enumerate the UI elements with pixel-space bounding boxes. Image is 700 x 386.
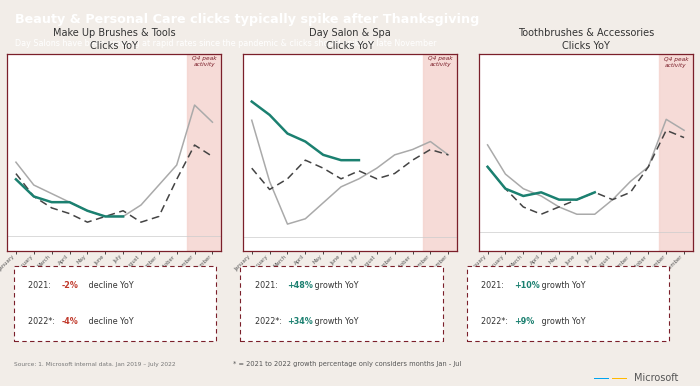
Text: growth YoY: growth YoY bbox=[539, 281, 585, 290]
Text: decline YoY: decline YoY bbox=[86, 317, 134, 326]
Legend: 2020, 2021, 2022: 2020, 2021, 2022 bbox=[304, 321, 395, 330]
Text: +10%: +10% bbox=[514, 281, 540, 290]
FancyBboxPatch shape bbox=[467, 266, 669, 340]
Text: 2021:: 2021: bbox=[255, 281, 280, 290]
Title: Day Salon & Spa
Clicks YoY: Day Salon & Spa Clicks YoY bbox=[309, 28, 391, 51]
Text: 2022*:: 2022*: bbox=[255, 317, 284, 326]
FancyBboxPatch shape bbox=[14, 266, 216, 340]
Text: 2022*:: 2022*: bbox=[481, 317, 510, 326]
FancyBboxPatch shape bbox=[240, 266, 442, 340]
Text: decline YoY: decline YoY bbox=[86, 281, 134, 290]
Text: 2021:: 2021: bbox=[481, 281, 506, 290]
Text: 2022*:: 2022*: bbox=[28, 317, 58, 326]
Text: Source: 1. Microsoft internal data. Jan 2019 – July 2022: Source: 1. Microsoft internal data. Jan … bbox=[14, 362, 176, 367]
Text: Day Salons have been growing at rapid rates since the pandemic & clicks should s: Day Salons have been growing at rapid ra… bbox=[15, 39, 437, 48]
Text: -4%: -4% bbox=[61, 317, 78, 326]
Bar bbox=[424, 54, 457, 251]
Text: +9%: +9% bbox=[514, 317, 534, 326]
Title: Make Up Brushes & Tools
Clicks YoY: Make Up Brushes & Tools Clicks YoY bbox=[53, 28, 176, 51]
Text: growth YoY: growth YoY bbox=[312, 317, 359, 326]
Text: Q4 peak
activity: Q4 peak activity bbox=[664, 57, 688, 68]
Text: Q4 peak
activity: Q4 peak activity bbox=[192, 56, 217, 67]
Legend: 2020, 2021, 2022: 2020, 2021, 2022 bbox=[540, 321, 631, 330]
Text: -2%: -2% bbox=[61, 281, 78, 290]
Text: * = 2021 to 2022 growth percentage only considers months Jan - Jul: * = 2021 to 2022 growth percentage only … bbox=[233, 361, 461, 367]
Text: growth YoY: growth YoY bbox=[539, 317, 585, 326]
Text: growth YoY: growth YoY bbox=[312, 281, 359, 290]
Text: Q4 peak
activity: Q4 peak activity bbox=[428, 56, 452, 67]
Text: Beauty & Personal Care clicks typically spike after Thanksgiving: Beauty & Personal Care clicks typically … bbox=[15, 13, 480, 26]
Text: +34%: +34% bbox=[288, 317, 314, 326]
Title: Toothbrushes & Accessories
Clicks YoY: Toothbrushes & Accessories Clicks YoY bbox=[518, 28, 654, 51]
Bar bbox=[188, 54, 221, 251]
Bar bbox=[659, 54, 693, 251]
Text: Microsoft: Microsoft bbox=[634, 373, 678, 383]
Legend: 2020, 2021, 2022: 2020, 2021, 2022 bbox=[69, 321, 160, 330]
Text: +48%: +48% bbox=[288, 281, 314, 290]
Text: 2021:: 2021: bbox=[28, 281, 54, 290]
